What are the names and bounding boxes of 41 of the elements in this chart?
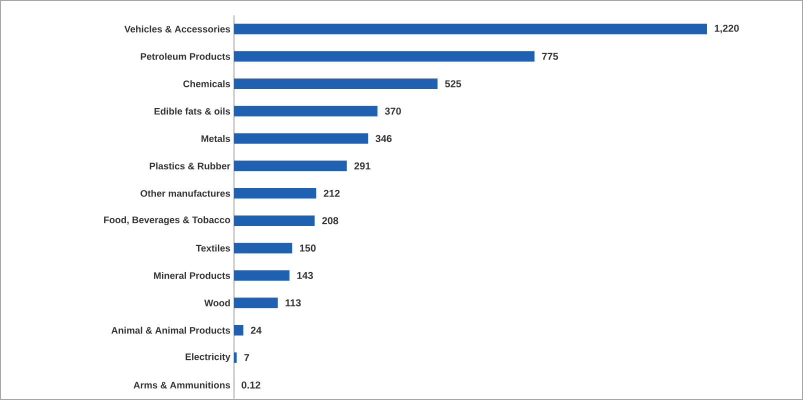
data-label: 775 <box>542 52 558 60</box>
y-tick-label: Food, Beverages & Tobacco <box>104 216 230 226</box>
y-tick-label: Other manufactures <box>140 190 230 197</box>
y-tick-label: Metals <box>202 135 230 142</box>
data-label: 113 <box>286 299 301 306</box>
bar <box>234 298 278 308</box>
y-tick-label: Arms & Ammunitions <box>134 382 230 388</box>
bar <box>234 270 290 281</box>
data-label: 370 <box>384 108 401 115</box>
bar <box>234 324 244 336</box>
y-tick-label: Animal & Animal Products <box>111 326 230 334</box>
bar <box>234 242 292 254</box>
y-tick-label: Mineral Products <box>154 272 230 279</box>
y-tick-label: Textiles <box>196 244 230 252</box>
y-tick-label: Plastics & Rubber <box>150 162 230 170</box>
bar <box>234 78 438 90</box>
y-tick-label: Chemicals <box>183 80 230 88</box>
data-label: 1,220 <box>714 24 739 34</box>
y-tick-label: Vehicles & Accessories <box>124 26 230 32</box>
bar <box>234 51 534 62</box>
y-tick-label: Petroleum Products <box>140 52 230 60</box>
bar <box>234 106 378 116</box>
bar <box>234 24 708 34</box>
data-label: 7 <box>244 354 250 362</box>
bar <box>234 352 237 363</box>
data-label: 24 <box>250 326 262 334</box>
bar <box>234 133 368 144</box>
bar <box>234 188 316 199</box>
data-label: 525 <box>445 80 462 88</box>
bar <box>234 215 315 226</box>
y-tick-label: Edible fats & oils <box>154 108 230 115</box>
data-label: 346 <box>376 134 392 142</box>
data-label: 150 <box>300 244 316 252</box>
data-label: 291 <box>354 162 370 170</box>
y-tick-label: Electricity <box>186 353 230 362</box>
y-tick-label: Wood <box>204 299 230 306</box>
data-label: 0.12 <box>242 381 260 389</box>
data-label: 212 <box>324 190 340 197</box>
bar <box>234 160 347 172</box>
data-label: 143 <box>297 272 313 280</box>
data-label: 208 <box>322 217 338 224</box>
